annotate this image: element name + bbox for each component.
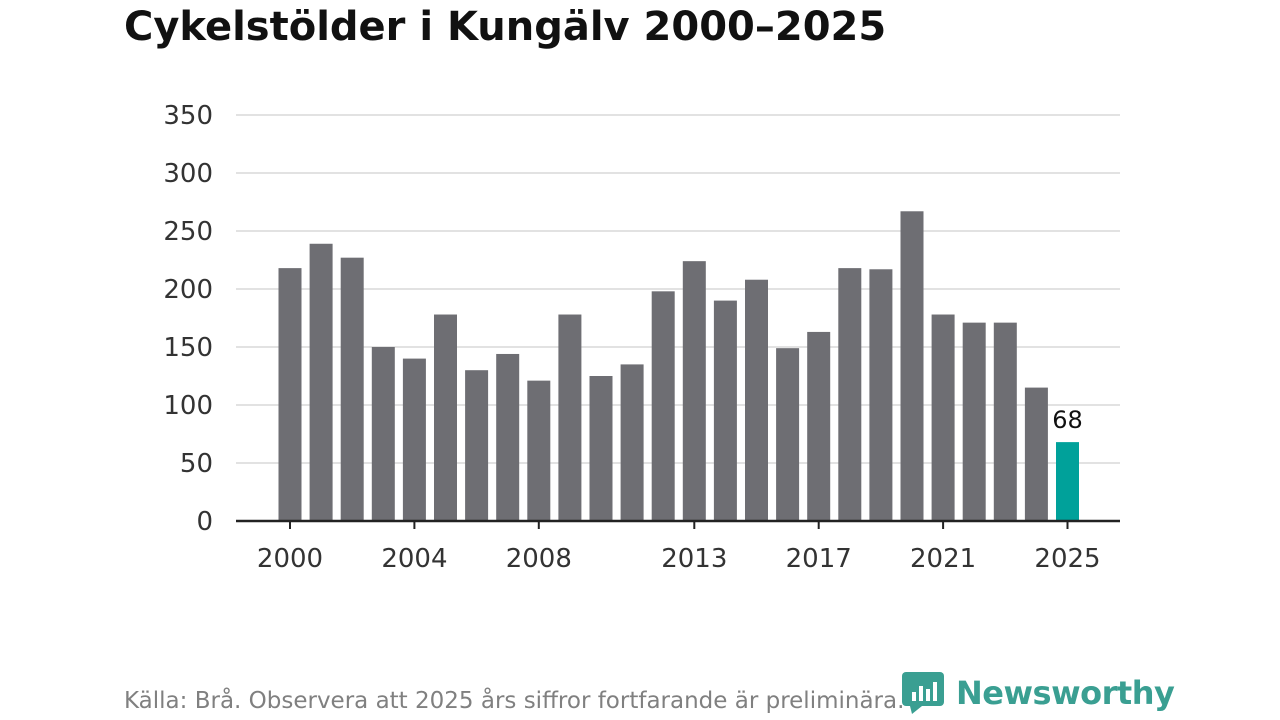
source-note: Källa: Brå. Observera att 2025 års siffr… bbox=[124, 688, 905, 714]
bar-2023 bbox=[993, 322, 1017, 521]
brand-logo[interactable]: Newsworthy bbox=[902, 672, 1175, 714]
y-tick-label: 350 bbox=[163, 101, 213, 131]
y-tick-label: 50 bbox=[180, 449, 213, 479]
bar-2020 bbox=[900, 211, 924, 521]
x-tick-label: 2021 bbox=[910, 544, 976, 574]
x-tick-label: 2013 bbox=[661, 544, 727, 574]
x-tick-label: 2017 bbox=[786, 544, 852, 574]
bar-2009 bbox=[558, 314, 582, 521]
bar-2019 bbox=[869, 269, 893, 521]
bar-2007 bbox=[496, 353, 520, 521]
bar-2014 bbox=[713, 300, 737, 521]
bar-2016 bbox=[776, 348, 800, 521]
x-tick-label: 2000 bbox=[257, 544, 323, 574]
bar-2021 bbox=[931, 314, 955, 521]
bar-2015 bbox=[745, 279, 768, 521]
bar-2024 bbox=[1024, 387, 1048, 521]
bar-2003 bbox=[371, 347, 395, 521]
bar-2012 bbox=[651, 291, 675, 521]
bar-2025 bbox=[1056, 442, 1079, 521]
y-tick-label: 200 bbox=[163, 275, 213, 305]
bar-2022 bbox=[962, 322, 986, 521]
bar-2010 bbox=[589, 376, 613, 521]
x-tick-label: 2004 bbox=[381, 544, 447, 574]
bar-2011 bbox=[620, 364, 644, 521]
y-tick-label: 100 bbox=[163, 391, 213, 421]
bar-2006 bbox=[465, 370, 489, 521]
bar-2005 bbox=[434, 314, 457, 521]
newsworthy-logo-icon bbox=[902, 672, 944, 714]
bar-2018 bbox=[838, 268, 862, 521]
brand-name: Newsworthy bbox=[956, 674, 1175, 712]
y-tick-label: 150 bbox=[163, 333, 213, 363]
data-label: 68 bbox=[1052, 406, 1083, 434]
y-tick-label: 0 bbox=[196, 507, 213, 537]
bar-2013 bbox=[682, 261, 706, 521]
bar-2001 bbox=[309, 243, 333, 521]
bar-2000 bbox=[278, 268, 302, 521]
y-tick-label: 300 bbox=[163, 159, 213, 189]
chart-title: Cykelstölder i Kungälv 2000–2025 bbox=[124, 4, 887, 50]
bar-2004 bbox=[402, 358, 426, 521]
y-tick-label: 250 bbox=[163, 217, 213, 247]
bar-2017 bbox=[807, 331, 831, 521]
x-tick-label: 2008 bbox=[506, 544, 572, 574]
x-tick-label: 2025 bbox=[1034, 544, 1100, 574]
bar-2002 bbox=[340, 257, 364, 521]
bar-2008 bbox=[527, 380, 551, 521]
